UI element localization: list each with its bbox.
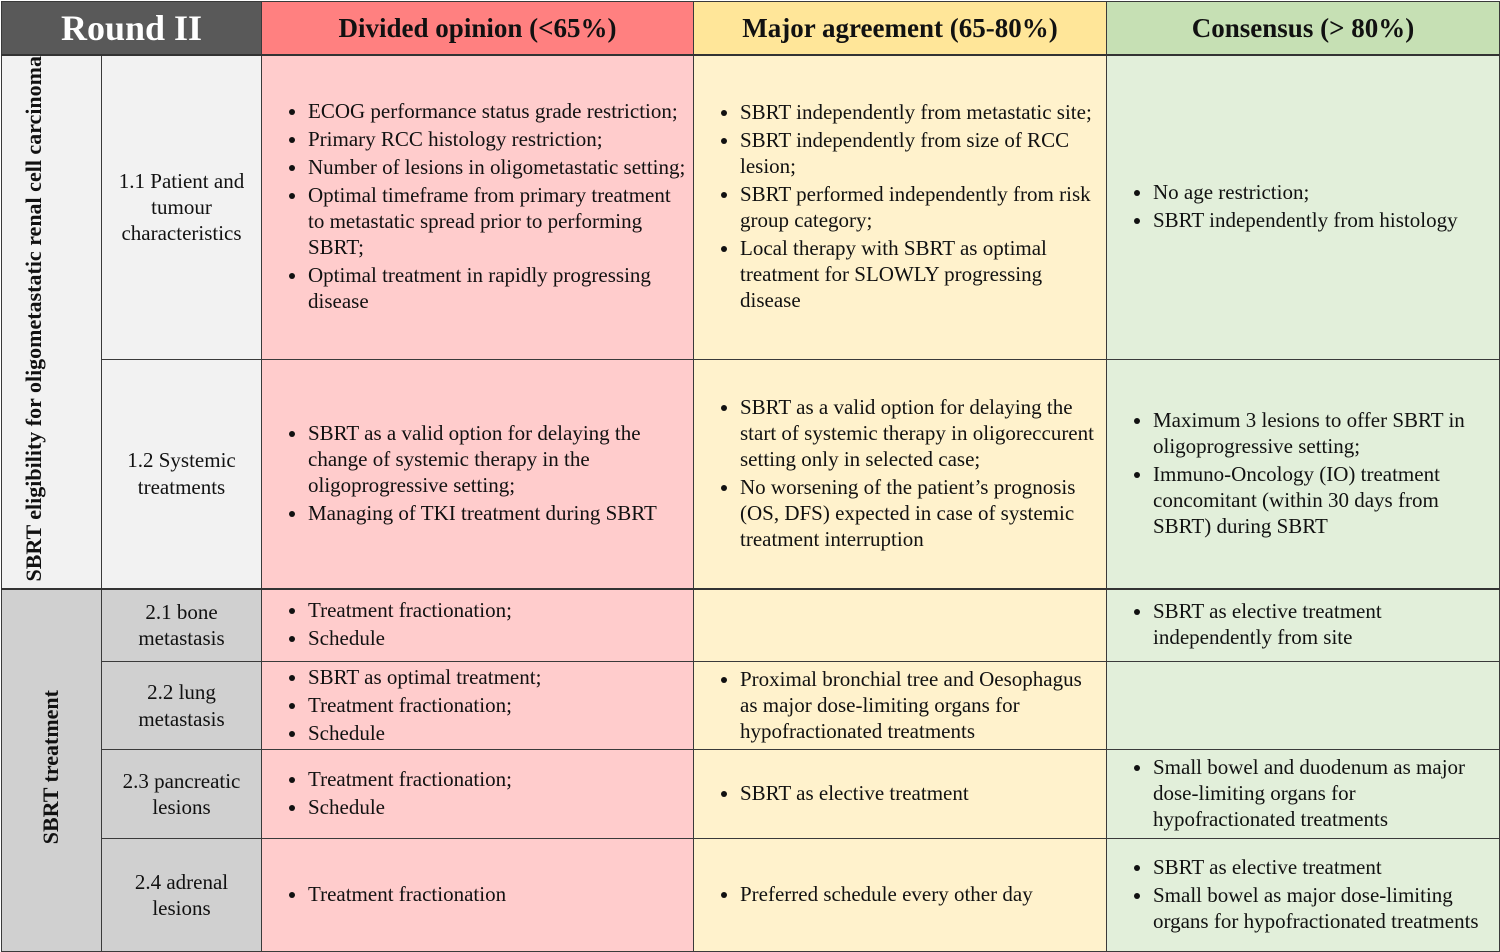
bullet-list: Maximum 3 lesions to offer SBRT in oligo… [1107,407,1499,539]
bullet-item: SBRT as elective treatment independently… [1153,598,1493,650]
bullet-item: SBRT as elective treatment [740,780,1100,806]
bullet-list: SBRT as a valid option for delaying the … [694,394,1106,552]
row-label: 1.1 Patient and tumour characteristics [101,54,262,360]
bullet-item: Treatment fractionation [308,881,687,907]
divided-cell: Treatment fractionation;Schedule [261,749,694,840]
bullet-item: Treatment fractionation; [308,766,687,792]
bullet-list: Proximal bronchial tree and Oesophagus a… [694,666,1106,744]
divided-cell: SBRT as optimal treatment;Treatment frac… [261,661,694,751]
major-cell: SBRT as a valid option for delaying the … [693,358,1107,590]
bullet-item: SBRT as a valid option for delaying the … [740,394,1100,472]
bullet-item: SBRT as optimal treatment; [308,664,687,690]
bullet-item: Optimal timeframe from primary treatment… [308,182,687,260]
bullet-list: Preferred schedule every other day [694,881,1106,907]
bullet-item: Number of lesions in oligometastatic set… [308,154,687,180]
bullet-list: SBRT as elective treatment [694,780,1106,806]
bullet-list: Treatment fractionation;Schedule [262,597,693,651]
consensus-cell: SBRT as elective treatmentSmall bowel as… [1106,838,1500,952]
bullet-item: Immuno-Oncology (IO) treatment concomita… [1153,461,1493,539]
bullet-list: Treatment fractionation;Schedule [262,766,693,820]
bullet-item: ECOG performance status grade restrictio… [308,98,687,124]
bullet-list: Small bowel and duodenum as major dose-l… [1107,754,1499,832]
divided-cell: Treatment fractionation [261,838,694,952]
consensus-cell: Small bowel and duodenum as major dose-l… [1106,749,1500,840]
table-row: 2.3 pancreatic lesions Treatment fractio… [2,749,1500,840]
consensus-header: Consensus (> 80%) [1106,1,1500,56]
bullet-item: Optimal treatment in rapidly progressing… [308,262,687,314]
bullet-item: SBRT as a valid option for delaying the … [308,420,687,498]
bullet-item: SBRT as elective treatment [1153,854,1493,880]
bullet-item: Local therapy with SBRT as optimal treat… [740,235,1100,313]
category-eligibility: SBRT eligibility for oligometastatic ren… [1,54,102,590]
major-cell: Proximal bronchial tree and Oesophagus a… [693,661,1107,751]
category-treatment: SBRT treatment [1,587,102,952]
consensus-cell [1106,661,1500,751]
bullet-list: SBRT independently from metastatic site;… [694,99,1106,313]
major-cell: SBRT as elective treatment [693,749,1107,840]
bullet-item: Treatment fractionation; [308,597,687,623]
bullet-item: SBRT performed independently from risk g… [740,181,1100,233]
bullet-item: SBRT independently from histology [1153,207,1493,233]
bullet-item: No worsening of the patient’s prognosis … [740,474,1100,552]
row-label: 2.4 adrenal lesions [101,838,262,952]
bullet-item: Preferred schedule every other day [740,881,1100,907]
bullet-item: Schedule [308,720,687,746]
bullet-item: Small bowel and duodenum as major dose-l… [1153,754,1493,832]
divided-cell: SBRT as a valid option for delaying the … [261,358,694,590]
table-row: 1.2 Systemic treatments SBRT as a valid … [2,358,1500,590]
bullet-list: SBRT as elective treatmentSmall bowel as… [1107,854,1499,934]
divided-opinion-header: Divided opinion (<65%) [261,1,694,56]
table-row: 2.4 adrenal lesions Treatment fractionat… [2,838,1500,952]
bullet-item: Primary RCC histology restriction; [308,126,687,152]
bullet-item: SBRT independently from metastatic site; [740,99,1100,125]
bullet-item: Managing of TKI treatment during SBRT [308,500,687,526]
row-label: 2.1 bone metastasis [101,587,262,663]
bullet-list: SBRT as elective treatment independently… [1107,598,1499,650]
major-cell: Preferred schedule every other day [693,838,1107,952]
round-header: Round II [1,1,262,56]
bullet-item: Small bowel as major dose-limiting organ… [1153,882,1493,934]
category-label: SBRT eligibility for oligometastatic ren… [20,56,46,582]
major-cell [693,587,1107,663]
bullet-item: SBRT independently from size of RCC lesi… [740,127,1100,179]
major-cell: SBRT independently from metastatic site;… [693,54,1107,360]
consensus-cell: Maximum 3 lesions to offer SBRT in oligo… [1106,358,1500,590]
bullet-list: ECOG performance status grade restrictio… [262,98,693,314]
bullet-item: Schedule [308,794,687,820]
row-label: 2.3 pancreatic lesions [101,749,262,840]
bullet-list: SBRT as optimal treatment;Treatment frac… [262,664,693,746]
table-row: SBRT eligibility for oligometastatic ren… [1,54,1500,590]
category-label: SBRT treatment [38,690,64,845]
bullet-item: Treatment fractionation; [308,692,687,718]
bullet-item: Schedule [308,625,687,651]
major-agreement-header: Major agreement (65-80%) [693,1,1107,56]
header-row: Round II Divided opinion (<65%) Major ag… [1,1,1500,56]
bullet-item: Maximum 3 lesions to offer SBRT in oligo… [1153,407,1493,459]
row-label: 1.2 Systemic treatments [101,358,262,590]
bullet-list: SBRT as a valid option for delaying the … [262,420,693,526]
consensus-cell: No age restriction;SBRT independently fr… [1106,54,1500,360]
bullet-list: No age restriction;SBRT independently fr… [1107,179,1499,233]
table-row: SBRT treatment 2.1 bone metastasis Treat… [1,587,1500,952]
consensus-cell: SBRT as elective treatment independently… [1106,587,1500,663]
row-label: 2.2 lung metastasis [101,661,262,751]
bullet-item: Proximal bronchial tree and Oesophagus a… [740,666,1100,744]
bullet-item: No age restriction; [1153,179,1493,205]
divided-cell: Treatment fractionation;Schedule [261,587,694,663]
bullet-list: Treatment fractionation [262,881,693,907]
table-row: 2.2 lung metastasis SBRT as optimal trea… [2,661,1500,751]
divided-cell: ECOG performance status grade restrictio… [261,54,694,360]
